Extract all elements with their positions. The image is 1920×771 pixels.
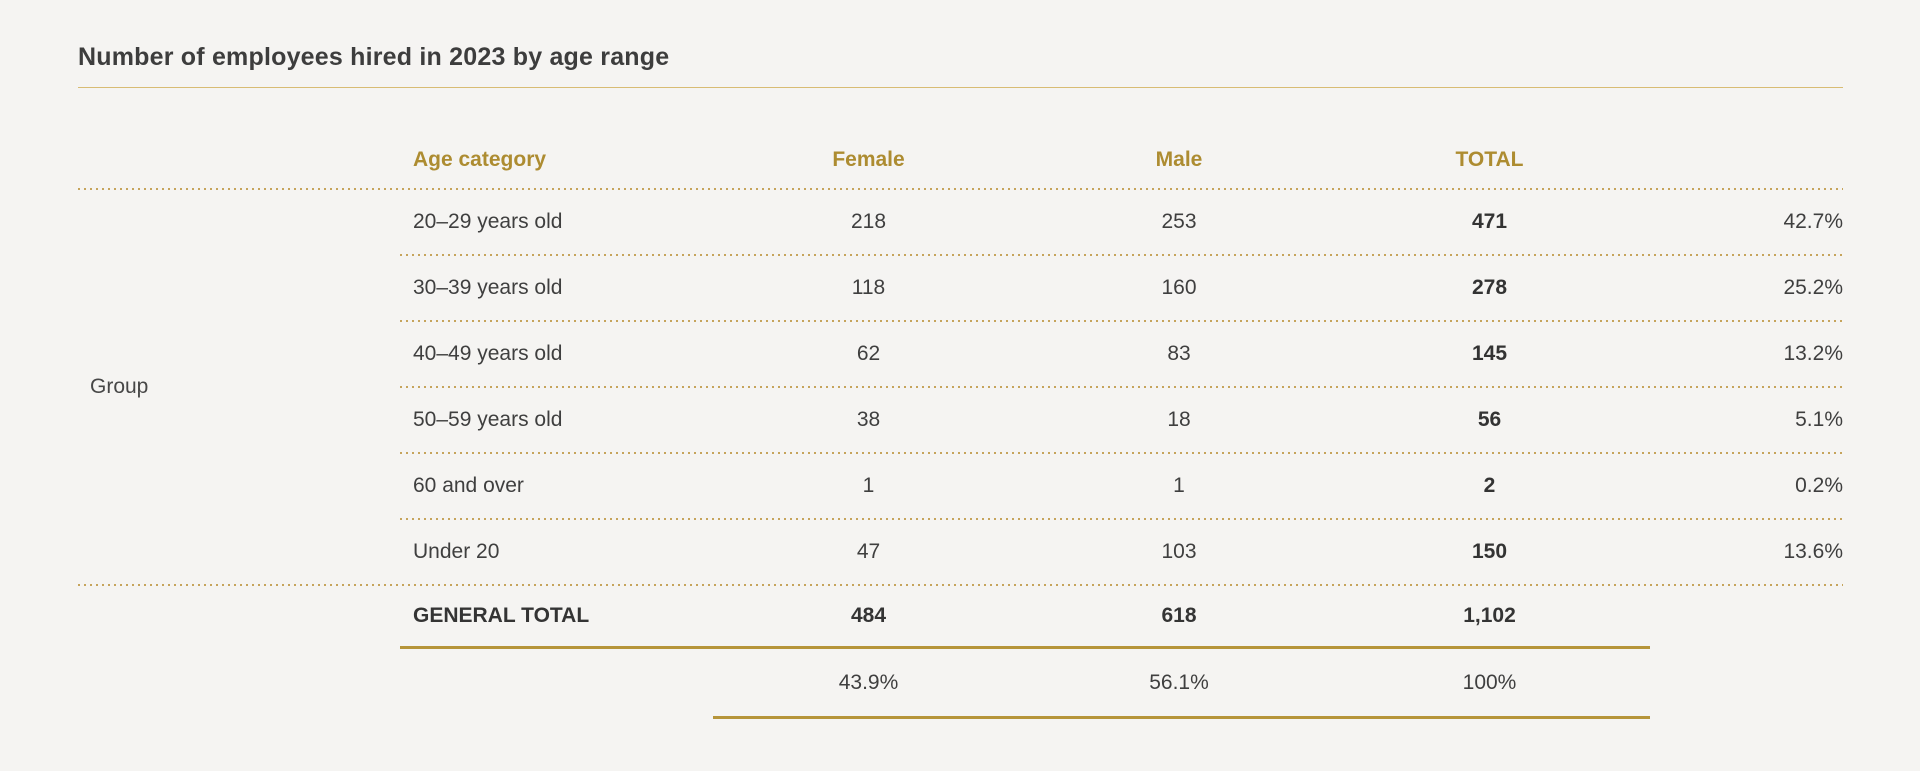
row-separator	[400, 254, 1843, 256]
general-total-total: 1,102	[1463, 604, 1516, 627]
cell-total: 278	[1471, 276, 1508, 299]
title-block: Number of employees hired in 2023 by age…	[78, 42, 1843, 88]
cell-percent: 0.2%	[1795, 474, 1843, 497]
table-row: 60 and over 1 1 2 0.2%	[78, 454, 1843, 518]
cell-male: 160	[1161, 276, 1197, 299]
cell-male: 18	[1167, 408, 1191, 431]
row-separator	[400, 518, 1843, 520]
general-total-row: GENERAL TOTAL 484 618 1,102	[78, 586, 1843, 646]
cell-total: 471	[1471, 210, 1508, 233]
cell-total: 56	[1477, 408, 1502, 431]
cell-male: 83	[1167, 342, 1191, 365]
table-row: 50–59 years old 38 18 56 5.1%	[78, 388, 1843, 452]
table-card: Number of employees hired in 2023 by age…	[78, 0, 1843, 719]
cell-age: 60 and over	[413, 474, 524, 497]
cell-age: 40–49 years old	[413, 342, 563, 365]
cell-female: 38	[856, 408, 881, 431]
table-body: Group 20–29 years old 218 253 471 42.7% …	[78, 190, 1843, 584]
cell-age: Under 20	[413, 540, 500, 563]
cell-age: 50–59 years old	[413, 408, 563, 431]
body-bottom-separator	[78, 584, 1843, 586]
table-row: 20–29 years old 218 253 471 42.7%	[78, 190, 1843, 254]
cell-female: 118	[851, 276, 886, 299]
cell-percent: 13.6%	[1783, 540, 1843, 563]
header-age-category: Age category	[413, 148, 547, 171]
bottom-rule	[713, 716, 1650, 719]
header-row: Age category Female Male TOTAL	[78, 88, 1843, 188]
cell-male: 1	[1173, 474, 1185, 497]
cell-percent: 5.1%	[1795, 408, 1843, 431]
cell-percent: 25.2%	[1783, 276, 1843, 299]
general-total-rule	[400, 646, 1650, 649]
cell-female: 47	[856, 540, 881, 563]
general-total-female: 484	[850, 604, 887, 627]
row-separator	[400, 452, 1843, 454]
percent-female: 43.9%	[838, 670, 899, 694]
percent-summary-row: 43.9% 56.1% 100%	[78, 649, 1843, 716]
cell-female: 1	[862, 474, 875, 497]
cell-male: 103	[1161, 540, 1197, 563]
table-row: 30–39 years old 118 160 278 25.2%	[78, 256, 1843, 320]
general-total-male: 618	[1161, 604, 1197, 627]
cell-percent: 13.2%	[1783, 342, 1843, 365]
cell-age: 20–29 years old	[413, 210, 563, 233]
cell-total: 2	[1483, 474, 1496, 497]
percent-total: 100%	[1462, 670, 1517, 694]
group-label: Group	[90, 375, 149, 398]
percent-male: 56.1%	[1149, 670, 1209, 694]
header-male: Male	[1155, 148, 1203, 171]
table-row: 40–49 years old 62 83 145 13.2%	[78, 322, 1843, 386]
header-female: Female	[832, 148, 905, 171]
row-separator	[400, 386, 1843, 388]
cell-total: 145	[1471, 342, 1508, 365]
table-row: Under 20 47 103 150 13.6%	[78, 520, 1843, 584]
cell-female: 218	[850, 210, 887, 233]
cell-male: 253	[1161, 210, 1197, 233]
general-total-label: GENERAL TOTAL	[413, 604, 590, 627]
header-separator	[78, 188, 1843, 190]
cell-total: 150	[1471, 540, 1508, 563]
cell-female: 62	[856, 342, 881, 365]
cell-percent: 42.7%	[1783, 210, 1843, 233]
chart-title: Number of employees hired in 2023 by age…	[78, 43, 670, 71]
row-separator	[400, 320, 1843, 322]
header-total: TOTAL	[1455, 148, 1524, 171]
cell-age: 30–39 years old	[413, 276, 563, 299]
